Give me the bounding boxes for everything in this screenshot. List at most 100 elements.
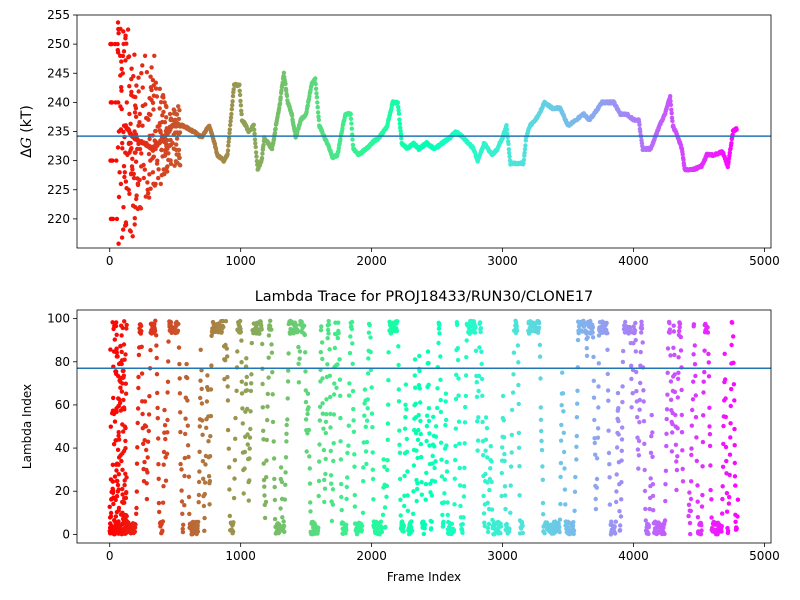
dg-point [153,139,158,145]
lambda-point [541,512,546,517]
lambda-point [614,499,619,505]
lambda-point [629,405,634,410]
lambda-point [323,430,328,436]
lambda-point [665,370,670,375]
lambda-point [261,461,266,466]
lambda-point [306,427,312,433]
lambda-point [114,406,119,411]
lambda-point [414,448,419,453]
lambda-point [422,522,428,527]
lambda-point [244,374,249,380]
lambda-point [641,388,646,393]
lambda-point [401,529,406,534]
lambda-point [181,522,186,527]
lambda-point [575,388,580,393]
lambda-point [416,383,422,388]
lambda-point [700,492,705,498]
lambda-point [675,376,681,381]
lambda-point [423,481,429,487]
dg-point [734,127,739,132]
lambda-point [208,387,214,392]
dg-point [177,108,182,113]
lambda-point [596,333,602,338]
lambda-point [178,429,183,435]
dg-point [226,143,231,148]
dg-point [668,94,673,99]
lambda-point [619,497,624,502]
lambda-point [641,419,647,424]
lambda-point [198,395,203,401]
lambda-point [114,438,119,443]
lambda-point [168,320,174,325]
lambda-point [430,461,435,466]
lambda-point [165,430,170,435]
dg-point [313,86,319,92]
lambda-point [463,404,468,410]
lambda-point [206,439,211,444]
dg-y-tick-label: 225 [47,183,70,197]
dg-point [148,74,153,79]
lambda-point [501,435,507,440]
lambda-point [647,506,652,512]
lambda-point [537,354,543,359]
lambda-point [285,379,291,384]
lambda-point [674,459,679,464]
dg-point [139,71,144,76]
lambda-point [455,346,460,351]
dg-point [146,151,152,157]
lambda-point [584,353,590,358]
lambda-point [223,319,229,324]
dg-point [119,235,125,240]
lambda-point [556,521,561,526]
lambda-point [134,461,140,466]
lambda-x-axis-label: Frame Index [387,570,461,584]
dg-point [225,151,230,157]
lambda-point [362,387,368,392]
lambda-point [706,374,712,379]
dg-point [397,117,402,122]
lambda-point [423,497,428,502]
lambda-point [415,486,420,492]
lambda-point [572,508,577,513]
lambda-point [318,328,324,333]
dg-point [134,83,139,88]
lambda-point [595,426,601,431]
lambda-point [198,347,203,352]
lambda-point [364,439,370,445]
lambda-point [558,474,563,480]
lambda-point [673,442,679,447]
lambda-point [108,521,113,526]
lambda-point [709,497,714,502]
lambda-point [719,529,724,534]
lambda-point [385,421,391,426]
lambda-point [326,318,331,324]
dg-x-tick-label: 3000 [487,254,518,268]
lambda-point [261,437,266,442]
lambda-point [570,523,576,528]
lambda-point [544,520,550,525]
lambda-point [664,443,669,449]
lambda-point [619,448,624,453]
dg-point [507,154,512,159]
lambda-point [197,469,202,474]
dg-point [228,122,233,128]
lambda-point [362,413,367,418]
lambda-point [322,477,327,483]
lambda-point [239,360,244,365]
dg-point [130,234,135,239]
lambda-point [180,529,186,535]
lambda-point [700,464,705,469]
lambda-point [111,395,116,401]
lambda-point [699,523,704,528]
lambda-point [113,369,118,374]
lambda-point [422,526,427,531]
lambda-point [646,531,651,537]
lambda-point [481,453,486,458]
lambda-point [427,443,432,448]
lambda-point [720,484,725,489]
lambda-point [346,443,351,448]
dg-point [126,54,132,59]
lambda-point [116,472,122,477]
lambda-point [695,499,700,504]
dg-point [251,122,256,128]
